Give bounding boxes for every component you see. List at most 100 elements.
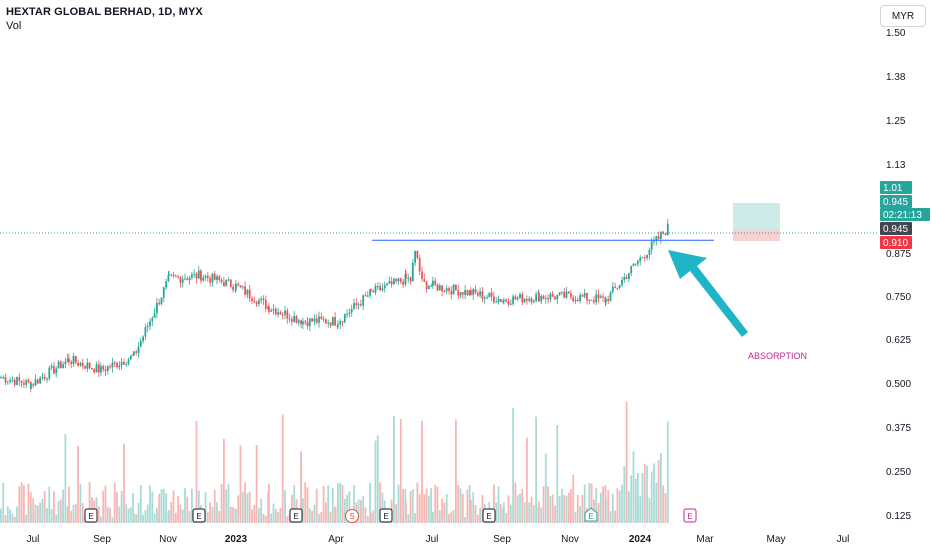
volume-bar [374, 440, 377, 523]
candle-body [135, 351, 138, 353]
candle-body [523, 298, 526, 303]
volume-bar [213, 489, 216, 523]
candle-body [64, 361, 67, 365]
volume-bar [418, 494, 421, 523]
candle-body [579, 295, 581, 302]
candle-body [574, 299, 577, 302]
volume-bar [468, 485, 471, 523]
volume-bar [4, 515, 7, 523]
volume-bar [402, 489, 404, 523]
volume-bar [381, 492, 384, 523]
x-tick-label: Mar [696, 534, 714, 545]
event-label: S [349, 512, 354, 521]
x-tick-label: May [767, 534, 786, 545]
candle-body [264, 299, 267, 309]
volume-bar [151, 491, 154, 523]
candle-body [262, 298, 265, 300]
volume-bar [16, 506, 18, 523]
volume-bar [79, 483, 82, 523]
candle-body [111, 362, 114, 368]
candle-body [468, 290, 471, 296]
candle-body [41, 376, 44, 378]
candle-body [343, 314, 346, 323]
volume-bar [2, 482, 5, 523]
candle-body [646, 254, 648, 259]
volume-bar [481, 495, 484, 523]
candle-body [32, 384, 35, 386]
volume-bar [281, 414, 284, 523]
candle-body [248, 289, 251, 299]
candle-body [570, 293, 572, 298]
volume-bar [188, 511, 191, 523]
candle-body [322, 318, 325, 320]
candle-body [300, 320, 302, 325]
candle-body [457, 290, 460, 296]
volume-bar [149, 485, 151, 523]
candle-body [459, 292, 462, 296]
volume-bar [81, 503, 84, 523]
x-tick-label: Nov [159, 534, 177, 545]
candle-body [318, 316, 320, 323]
x-tick-label: Jul [837, 534, 850, 545]
candle-body [637, 261, 639, 264]
candle-body [258, 300, 260, 305]
volume-bar [609, 511, 612, 523]
volume-bar [411, 489, 414, 523]
volume-bar [129, 507, 132, 523]
candle-body [151, 318, 154, 322]
volume-bar [341, 485, 344, 523]
volume-bar [360, 500, 362, 523]
candle-body [288, 318, 291, 320]
volume-bar [6, 506, 9, 523]
candle-body [268, 306, 270, 312]
volume-bar [379, 482, 381, 523]
volume-bar [262, 513, 265, 523]
volume-bar [57, 501, 60, 523]
volume-bar [218, 510, 221, 523]
candle-body [209, 278, 211, 283]
volume-bar [331, 488, 334, 523]
volume-bar [9, 509, 11, 523]
candle-body [572, 297, 575, 302]
price-tag: 1.01 [880, 181, 912, 194]
candle-body [628, 273, 630, 279]
candle-body [369, 289, 371, 296]
volume-bar [526, 437, 528, 523]
candle-body [68, 358, 70, 362]
candle-body [227, 279, 230, 281]
event-marker: S [345, 509, 359, 523]
candle-body [327, 322, 330, 324]
volume-bar [327, 485, 330, 523]
candle-body [59, 361, 62, 369]
volume-bar [423, 494, 426, 523]
candle-body [509, 303, 512, 305]
candle-body [430, 285, 433, 287]
candle-body [39, 377, 41, 384]
candle-body [146, 326, 149, 328]
volume-bar [357, 499, 360, 523]
candle-body [158, 302, 161, 305]
candle-body [188, 277, 191, 280]
candle-body [34, 379, 37, 386]
volume-bar [177, 496, 179, 523]
volume-bar [337, 483, 339, 523]
candle-body [407, 277, 410, 279]
volume-bar [602, 486, 604, 523]
volume-bar [244, 482, 246, 523]
volume-bar [538, 501, 540, 523]
candle-body [602, 296, 604, 298]
candle-body [547, 298, 549, 300]
candle-body [129, 355, 132, 360]
candle-body [388, 281, 391, 284]
candle-body [220, 279, 223, 282]
candle-body [614, 286, 616, 288]
candle-body [395, 278, 398, 282]
volume-bar [132, 492, 134, 523]
volume-bar [258, 508, 260, 523]
currency-button[interactable]: MYR [880, 5, 926, 27]
volume-bar [353, 485, 355, 523]
candle-body [653, 240, 655, 242]
volume-bar [133, 513, 135, 523]
candle-body [286, 310, 289, 319]
